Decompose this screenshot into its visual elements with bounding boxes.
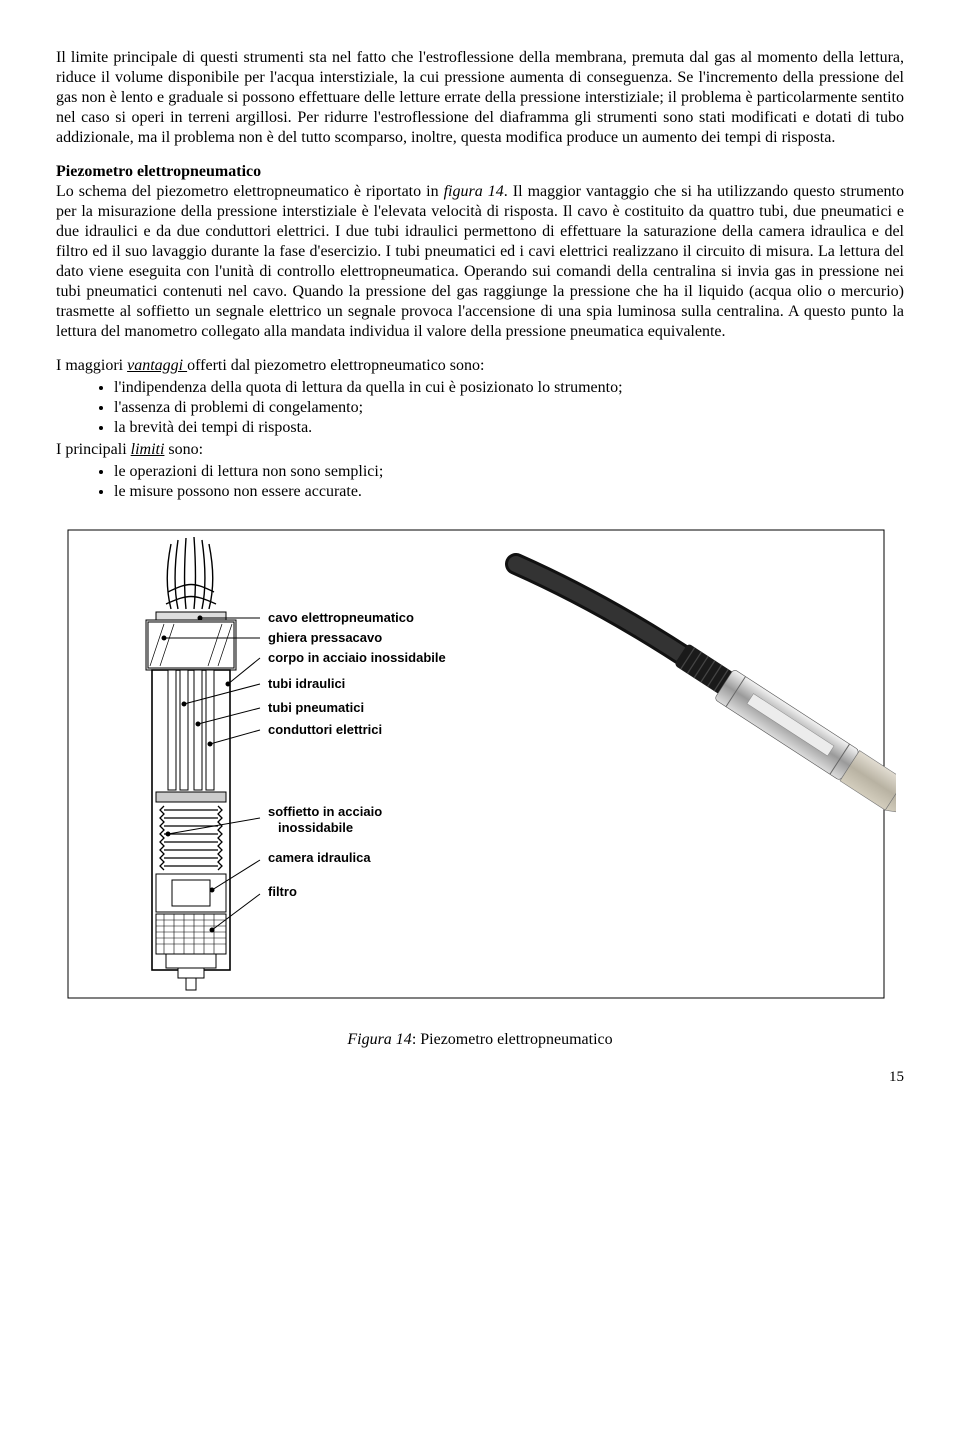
figure: cavo elettropneumatico ghiera pressacavo… — [56, 524, 904, 1004]
diagram-label: corpo in acciaio inossidabile — [268, 650, 446, 665]
diagram-label: ghiera pressacavo — [268, 630, 382, 645]
advantages-intro: I maggiori vantaggi offerti dal piezomet… — [56, 356, 904, 376]
list-item: l'assenza di problemi di congelamento; — [114, 398, 904, 418]
list-item: l'indipendenza della quota di lettura da… — [114, 378, 904, 398]
limits-list: le operazioni di lettura non sono sempli… — [56, 462, 904, 502]
list-item: la brevità dei tempi di risposta. — [114, 418, 904, 438]
paragraph-piezo-b: . Il maggior vantaggio che si ha utilizz… — [56, 183, 904, 340]
diagram-label: cavo elettropneumatico — [268, 610, 414, 625]
diagram-label: soffietto in acciaio — [268, 804, 382, 819]
section-title: Piezometro elettropneumatico — [56, 163, 261, 180]
figure-ref: figura 14 — [444, 183, 504, 200]
diagram-label: tubi idraulici — [268, 676, 345, 691]
paragraph-piezo-a: Lo schema del piezometro elettropneumati… — [56, 183, 444, 200]
diagram-label: tubi pneumatici — [268, 700, 364, 715]
figure-caption: Figura 14: Piezometro elettropneumatico — [56, 1030, 904, 1050]
list-item: le misure possono non essere accurate. — [114, 482, 904, 502]
list-item: le operazioni di lettura non sono sempli… — [114, 462, 904, 482]
diagram-label: conduttori elettrici — [268, 722, 382, 737]
diagram-label: camera idraulica — [268, 850, 371, 865]
advantages-list: l'indipendenza della quota di lettura da… — [56, 378, 904, 438]
paragraph-intro: Il limite principale di questi strumenti… — [56, 48, 904, 148]
diagram-label: inossidabile — [278, 820, 353, 835]
piezometer-diagram: cavo elettropneumatico ghiera pressacavo… — [56, 524, 896, 1004]
page-number: 15 — [56, 1068, 904, 1087]
limits-intro: I principali limiti sono: — [56, 440, 904, 460]
diagram-label: filtro — [268, 884, 297, 899]
